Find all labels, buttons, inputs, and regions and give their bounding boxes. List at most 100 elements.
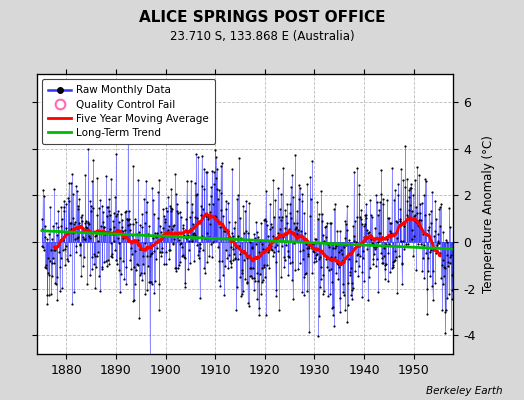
Point (119, 228, 127, 234)
Point (315, 254, 324, 260)
Point (219, 213, 227, 220)
Point (295, 196, 303, 202)
Point (339, 281, 347, 287)
Point (134, 262, 142, 268)
Point (277, 190, 285, 197)
Point (310, 248, 318, 255)
Point (167, 204, 175, 211)
Point (105, 208, 114, 214)
Point (152, 232, 161, 238)
Point (231, 255, 239, 261)
Point (418, 268, 427, 274)
Point (185, 226, 194, 232)
Point (258, 265, 267, 271)
Point (169, 223, 177, 230)
Point (249, 265, 257, 272)
Point (245, 303, 253, 309)
Point (232, 307, 241, 314)
Point (172, 268, 180, 274)
Point (99, 209, 107, 215)
Point (364, 297, 372, 303)
Point (436, 204, 445, 210)
Point (379, 260, 388, 266)
Point (255, 249, 264, 255)
Point (285, 254, 293, 260)
Point (343, 319, 352, 325)
Point (110, 238, 118, 245)
Point (267, 246, 276, 252)
Point (446, 259, 454, 266)
Point (446, 254, 454, 260)
Point (311, 252, 320, 258)
Point (368, 240, 376, 246)
Point (164, 194, 172, 200)
Point (370, 251, 378, 258)
Point (80, 236, 89, 242)
Point (247, 245, 256, 251)
Point (146, 279, 155, 286)
Point (323, 293, 332, 300)
Point (92, 264, 101, 270)
Point (406, 185, 414, 192)
Point (254, 234, 262, 240)
Point (119, 234, 128, 241)
Point (369, 240, 377, 247)
Point (251, 278, 259, 284)
Point (141, 291, 149, 298)
Point (76, 240, 84, 247)
Point (175, 262, 183, 268)
Point (231, 256, 239, 262)
Point (440, 264, 449, 271)
Point (68, 300, 77, 307)
Point (351, 238, 359, 244)
Point (409, 212, 418, 219)
Point (82, 224, 90, 230)
Point (344, 280, 353, 286)
Point (62, 243, 71, 249)
Point (167, 186, 176, 193)
Point (254, 278, 263, 284)
Point (190, 258, 198, 265)
Point (336, 247, 345, 253)
Point (58, 216, 67, 222)
Point (70, 220, 78, 227)
Point (374, 212, 382, 218)
Point (219, 224, 227, 230)
Point (275, 307, 283, 313)
Point (160, 213, 168, 220)
Point (264, 249, 272, 256)
Point (62, 201, 70, 208)
Point (157, 228, 165, 235)
Point (172, 201, 181, 208)
Point (149, 196, 157, 203)
Point (193, 190, 201, 197)
Point (419, 192, 428, 198)
Point (246, 273, 254, 280)
Point (96, 197, 104, 203)
Point (203, 229, 212, 236)
Point (122, 264, 130, 270)
Point (449, 271, 457, 277)
Point (306, 174, 314, 180)
Point (308, 241, 316, 247)
Point (212, 214, 220, 220)
Point (126, 220, 135, 227)
Point (283, 201, 291, 207)
Point (153, 230, 161, 236)
Point (133, 261, 141, 268)
Point (263, 262, 271, 268)
Point (410, 217, 419, 223)
Point (263, 221, 271, 228)
Point (395, 253, 403, 260)
Point (293, 266, 302, 272)
Point (145, 223, 153, 230)
Point (395, 242, 403, 249)
Point (128, 232, 136, 239)
Point (80, 254, 89, 260)
Point (107, 240, 115, 246)
Point (53, 224, 62, 230)
Point (74, 203, 83, 210)
Point (252, 219, 260, 226)
Point (61, 224, 70, 231)
Point (271, 244, 279, 250)
